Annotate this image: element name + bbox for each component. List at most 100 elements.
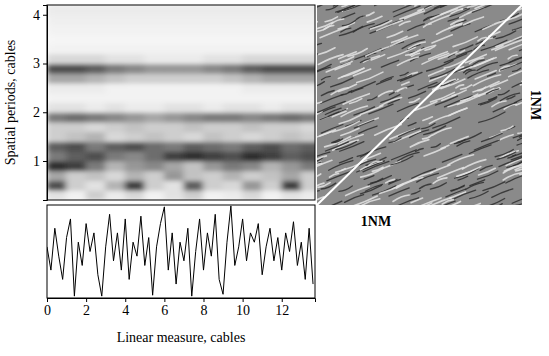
heatmap-cell <box>125 24 146 35</box>
texture-streak <box>448 155 474 165</box>
heatmap-cell <box>144 24 165 35</box>
heatmap-cell <box>86 73 107 84</box>
heatmap-cell <box>183 53 204 64</box>
texture-streak <box>358 199 380 205</box>
texture-streak <box>409 42 426 49</box>
heatmap-cell <box>86 161 107 172</box>
texture-streak <box>482 198 505 205</box>
heatmap-cell <box>223 73 244 84</box>
heatmap-cell <box>105 73 126 84</box>
heatmap-cell <box>301 180 315 191</box>
heatmap-cell <box>301 170 315 181</box>
heatmap-cell <box>301 112 315 123</box>
heatmap-cell <box>144 190 165 200</box>
heatmap-cell <box>203 44 224 55</box>
heatmap-cell <box>301 190 315 200</box>
heatmap-cell <box>242 190 263 200</box>
heatmap-cell <box>262 83 283 94</box>
x-tick-mark <box>282 298 283 302</box>
heatmap-cell <box>281 151 302 162</box>
texture-streak <box>359 126 377 133</box>
heatmap-cell <box>86 44 107 55</box>
texture-streak <box>367 16 382 22</box>
heatmap-cell <box>125 161 146 172</box>
x-tick: 12 <box>275 298 289 318</box>
heatmap-cell <box>203 63 224 74</box>
texture-streak <box>339 52 357 59</box>
heatmap-cell <box>86 102 107 113</box>
heatmap-cell <box>164 63 185 74</box>
heatmap-cell <box>105 63 126 74</box>
texture-streak <box>318 55 343 65</box>
texture-streak <box>389 179 401 184</box>
texture-streak <box>503 165 522 173</box>
y-tick: 4 <box>33 8 47 23</box>
heatmap-cell <box>203 170 224 181</box>
texture-streak <box>325 136 351 146</box>
texture-streak <box>419 184 431 189</box>
heatmap-cell <box>223 161 244 172</box>
heatmap-cell <box>223 24 244 35</box>
heatmap-cell <box>281 112 302 123</box>
heatmap-cell <box>183 112 204 123</box>
texture-streak <box>381 60 398 67</box>
heatmap-cell <box>301 14 315 25</box>
y-tick-mark <box>43 15 47 16</box>
texture-streak <box>320 109 346 119</box>
heatmap-cell <box>66 5 87 15</box>
texture-streak <box>449 108 467 115</box>
x-axis-line <box>48 299 316 303</box>
texture-streak <box>341 106 367 117</box>
heatmap-cell <box>281 24 302 35</box>
heatmap-cell <box>262 44 283 55</box>
x-tick-label: 10 <box>236 303 250 318</box>
heatmap-cell <box>86 92 107 103</box>
heatmap-cell <box>281 73 302 84</box>
heatmap-frame <box>47 5 315 200</box>
texture-streak <box>394 6 420 17</box>
heatmap-cell <box>164 161 185 172</box>
heatmap-cell <box>242 161 263 172</box>
heatmap-cell <box>125 63 146 74</box>
texture-streak <box>318 101 346 112</box>
texture-streak <box>360 147 385 157</box>
heatmap-cell <box>164 53 185 64</box>
heatmap-cell <box>66 53 87 64</box>
heatmap-cell <box>223 92 244 103</box>
heatmap-cell <box>203 73 224 84</box>
heatmap-cell <box>47 112 67 123</box>
heatmap-cell <box>105 44 126 55</box>
texture-streak <box>469 145 491 154</box>
heatmap-cell <box>86 112 107 123</box>
texture-streak <box>422 135 431 139</box>
texture-streak <box>512 193 522 203</box>
texture-streak <box>342 68 364 77</box>
heatmap-cell <box>125 92 146 103</box>
heatmap-cell <box>164 14 185 25</box>
line-plot <box>47 206 313 296</box>
texture-streak <box>442 154 462 162</box>
x-tick-mark <box>203 298 204 302</box>
texture-streak <box>512 80 522 87</box>
texture-streak <box>431 144 440 148</box>
texture-streak <box>360 59 370 63</box>
texture-streak <box>317 174 321 180</box>
heatmap-cell <box>86 180 107 191</box>
texture-streak <box>333 139 343 143</box>
texture-streak <box>365 184 382 191</box>
texture-streak <box>317 82 324 88</box>
heatmap-cell <box>262 5 283 15</box>
heatmap-cell <box>223 63 244 74</box>
texture-streak <box>317 102 322 108</box>
heatmap-cell <box>203 180 224 191</box>
texture-streak <box>425 5 439 8</box>
heatmap-cell <box>262 131 283 142</box>
texture-streak <box>410 45 435 55</box>
heatmap-cell <box>125 14 146 25</box>
texture-streak <box>410 53 430 61</box>
texture-streak <box>371 55 384 60</box>
heatmap-cell <box>164 73 185 84</box>
heatmap-cell <box>203 24 224 35</box>
heatmap-cell <box>125 122 146 133</box>
heatmap-cell <box>183 92 204 103</box>
